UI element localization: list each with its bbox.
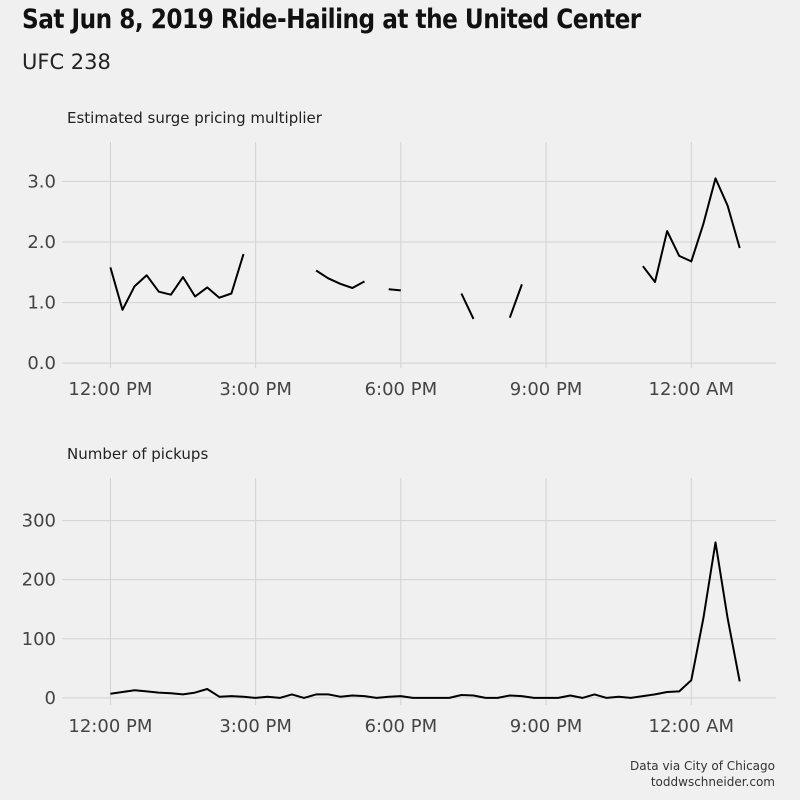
surge-y-tick-label: 1.0	[27, 293, 56, 314]
pickups-y-tick-label: 300	[22, 511, 56, 532]
surge-y-tick-label: 2.0	[27, 232, 56, 253]
surge-x-tick-label: 9:00 PM	[510, 379, 583, 400]
surge-panel: 12:00 PM 3:00 PM 6:00 PM 9:00 PM 12:00 AM 0.0…	[27, 142, 776, 400]
pickups-x-tick-label: 6:00 PM	[365, 716, 438, 737]
surge-x-tick-label: 3:00 PM	[219, 379, 292, 400]
pickups-x-tick-label: 9:00 PM	[510, 716, 583, 737]
surge-series-line	[388, 288, 401, 292]
pickups-y-tick-label: 0	[45, 688, 56, 709]
surge-series-line	[642, 177, 741, 283]
pickups-y-tick-label: 200	[22, 570, 56, 591]
surge-series-line	[460, 293, 475, 320]
pickups-series-line	[110, 541, 741, 699]
caption: Data via City of Chicago toddwschneider.…	[630, 758, 775, 790]
surge-y-tick-label: 0.0	[27, 353, 56, 374]
surge-series-line	[315, 269, 365, 289]
surge-x-tick-label: 6:00 PM	[365, 379, 438, 400]
surge-panel-title: Estimated surge pricing multiplier	[67, 109, 322, 127]
surge-series-line	[109, 253, 245, 311]
surge-x-tick-label: 12:00 AM	[649, 379, 734, 400]
pickups-x-tick-label: 12:00 PM	[68, 716, 152, 737]
pickups-x-tick-label: 3:00 PM	[219, 716, 292, 737]
surge-x-tick-label: 12:00 PM	[68, 379, 152, 400]
surge-y-tick-label: 3.0	[27, 171, 56, 192]
chart-subtitle: UFC 238	[22, 50, 111, 74]
caption-source: Data via City of Chicago	[629, 759, 775, 773]
pickups-x-tick-label: 12:00 AM	[649, 716, 734, 737]
pickups-panel: 12:00 PM 3:00 PM 6:00 PM 9:00 PM 12:00 AM 0 10…	[22, 478, 776, 737]
caption-site: toddwschneider.com	[650, 775, 775, 789]
pickups-y-tick-label: 100	[22, 629, 56, 650]
chart-title: Sat Jun 8, 2019 Ride-Hailing at the Unit…	[22, 4, 641, 35]
pickups-panel-title: Number of pickups	[67, 445, 209, 463]
surge-series-line	[508, 284, 523, 319]
